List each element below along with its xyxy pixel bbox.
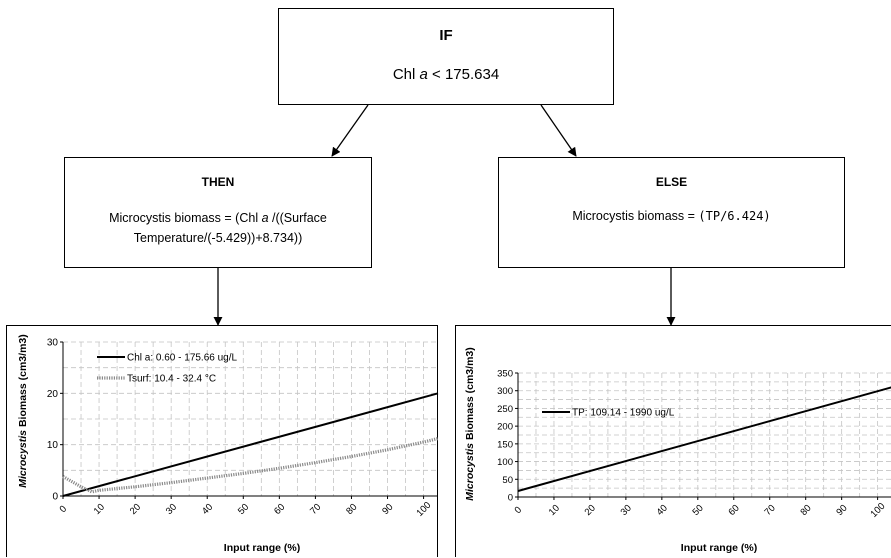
else-formula-prefix: Microcystis biomass =	[572, 209, 699, 223]
chart-right-series-0	[517, 386, 891, 492]
chart-right-frame: Microcystis Biomass (cm3/m3) Input range…	[455, 325, 891, 557]
chart-right-xlabel: Input range (%)	[681, 542, 757, 554]
if-condition-prefix: Chl	[392, 66, 420, 83]
chart-left-x-tick-label: 60	[272, 502, 287, 517]
if-condition: Chl a < 175.634	[279, 66, 613, 83]
chart-right-y-tick-label: 100	[497, 457, 513, 468]
chart-left-series-1	[62, 436, 439, 494]
chart-left-legend-label: Tsurf: 10.4 - 32.4 °C	[127, 374, 216, 385]
chart-right-legend: TP: 109.14 - 1990 ug/L	[542, 408, 675, 419]
chart-left-frame: Microcystis Biomass (cm3/m3) Input range…	[6, 325, 439, 557]
chart-left-y-tick-label: 30	[47, 338, 59, 349]
chart-left-legend-label: Chl a: 0.60 - 175.66 ug/L	[127, 353, 238, 364]
chart-right-y-tick-label: 300	[497, 386, 513, 397]
chart-right-x-tick-label: 50	[691, 503, 706, 518]
chart-left-x-tick-label: 70	[308, 502, 323, 517]
chart-left-legend: Chl a: 0.60 - 175.66 ug/L Tsurf: 10.4 - 3…	[97, 353, 238, 385]
chart-right-x-tick-label: 20	[583, 503, 598, 518]
arrow-if-to-then	[331, 104, 369, 157]
chart-left-y-tick-label: 20	[47, 389, 59, 400]
then-formula-prefix: Microcystis biomass = (Chl	[109, 211, 262, 225]
if-condition-italic: a	[419, 66, 428, 83]
chart-left-x-tick-label: 20	[128, 502, 143, 517]
chart-left-x-tick-label: 30	[164, 502, 179, 517]
chart-right-x-tick-label: 40	[655, 503, 670, 518]
chart-left-x-tick-label: 90	[380, 502, 395, 517]
then-box: THEN Microcystis biomass = (Chl a /((Sur…	[64, 157, 372, 268]
chart-right-x-tick-label: 60	[726, 503, 741, 518]
chart-right-y-tick-label: 50	[502, 475, 513, 486]
chart-left-ylabel: Microcystis Biomass (cm3/m3)	[17, 334, 29, 488]
chart-right-svg: Microcystis Biomass (cm3/m3) Input range…	[464, 347, 891, 554]
chart-left-xlabel: Input range (%)	[224, 542, 300, 554]
chart-right-x-tick-label: 70	[762, 503, 777, 518]
chart-right-x-tick-label: 30	[619, 503, 634, 518]
chart-left-series-0	[62, 392, 439, 497]
chart-right-x-tick-label: 90	[834, 503, 849, 518]
else-heading: ELSE	[655, 175, 688, 189]
chart-left-x-tick-label: 10	[92, 502, 107, 517]
chart-left-svg: Microcystis Biomass (cm3/m3) Input range…	[17, 334, 439, 554]
chart-right-y-tick-label: 250	[497, 404, 513, 415]
chart-left-x-tick-label: 50	[236, 502, 251, 517]
then-formula-suffix: /((Surface	[268, 211, 327, 225]
then-formula: Microcystis biomass = (Chl a /((Surface …	[65, 208, 371, 248]
if-box: IF Chl a < 175.634	[278, 8, 614, 105]
then-heading: THEN	[201, 175, 235, 189]
chart-right-x-tick-label: 10	[547, 503, 562, 518]
chart-right-y-tick-label: 150	[497, 439, 513, 450]
else-box: ELSE Microcystis biomass = (TP/6.424)	[498, 157, 845, 268]
chart-left-x-tick-label: 80	[344, 502, 359, 517]
then-formula-line2: Temperature/(-5.429))+8.734))	[133, 231, 303, 245]
chart-right-y-tick-label: 200	[497, 422, 513, 433]
chart-left-x-tick-label: 100	[414, 500, 433, 519]
chart-right-legend-label: TP: 109.14 - 1990 ug/L	[572, 408, 675, 419]
chart-left-x-tick-label: 40	[200, 502, 215, 517]
if-condition-suffix: < 175.634	[427, 66, 500, 83]
chart-right-x-tick-label: 0	[513, 505, 525, 517]
chart-left-y-tick-label: 10	[47, 440, 59, 451]
else-formula-mono: (TP/6.424)	[698, 209, 771, 223]
chart-left-y-tick-label: 0	[52, 492, 58, 503]
chart-left-x-tick-label: 0	[58, 504, 70, 516]
arrow-if-to-else	[540, 104, 577, 157]
chart-right-x-tick-label: 80	[798, 503, 813, 518]
chart-left-grid	[63, 341, 438, 496]
chart-right-ylabel: Microcystis Biomass (cm3/m3)	[464, 347, 476, 501]
chart-right-x-tick-label: 100	[868, 501, 887, 520]
chart-right-y-tick-label: 0	[508, 493, 513, 504]
chart-right-y-tick-label: 350	[497, 369, 513, 380]
else-formula: Microcystis biomass = (TP/6.424)	[499, 209, 844, 223]
then-formula-italic: a	[261, 211, 269, 225]
if-heading: IF	[439, 27, 453, 44]
chart-right-grid	[518, 372, 891, 497]
